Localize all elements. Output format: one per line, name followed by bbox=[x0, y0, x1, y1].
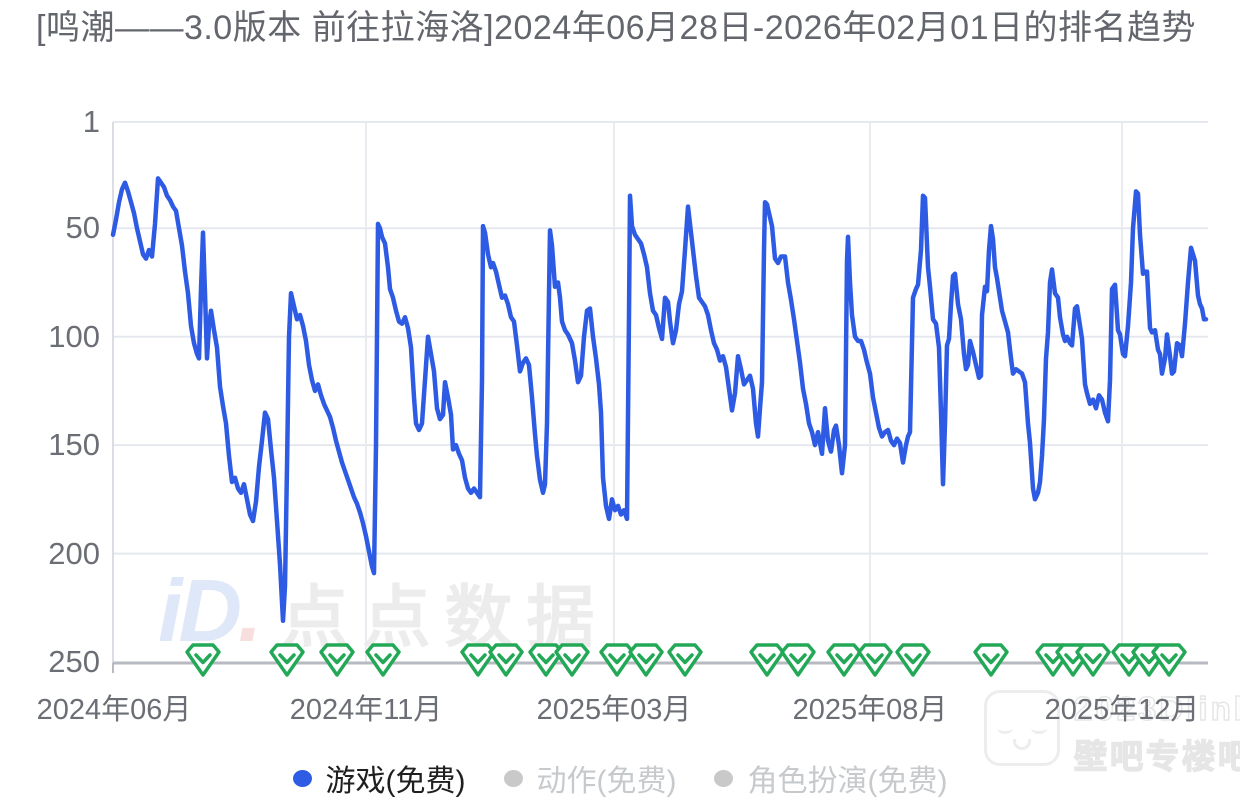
gem-check-icon bbox=[278, 653, 296, 665]
version-update-marker[interactable] bbox=[365, 643, 401, 677]
tieba-avatar-icon bbox=[984, 690, 1060, 766]
version-update-marker[interactable] bbox=[1075, 643, 1111, 677]
x-axis-tick-label: 2025年03月 bbox=[536, 694, 692, 726]
rank-line-series bbox=[110, 176, 1209, 624]
gem-check-icon bbox=[676, 653, 694, 665]
legend-dot-icon bbox=[714, 769, 734, 787]
x-axis-tick-label: 2025年12月 bbox=[1044, 694, 1200, 726]
gem-check-icon bbox=[1120, 653, 1138, 665]
version-update-marker[interactable] bbox=[554, 643, 590, 677]
gem-check-icon bbox=[469, 653, 487, 665]
version-update-marker[interactable] bbox=[319, 643, 355, 677]
gem-check-icon bbox=[328, 653, 346, 665]
y-axis-tick-label: 200 bbox=[48, 535, 100, 571]
legend-item-action-free[interactable]: 动作(免费) bbox=[503, 756, 677, 800]
y-axis-tick-label: 1 bbox=[82, 104, 100, 139]
version-update-marker[interactable] bbox=[628, 643, 664, 677]
y-axis-tick-label: 150 bbox=[48, 427, 100, 463]
y-axis-tick-label: 50 bbox=[65, 210, 100, 246]
gem-check-icon bbox=[1160, 653, 1178, 665]
version-update-marker[interactable] bbox=[460, 643, 496, 677]
version-update-marker[interactable] bbox=[269, 643, 305, 677]
legend-item-label: 游戏(免费) bbox=[325, 765, 466, 798]
x-axis-tick-label: 2024年11月 bbox=[289, 694, 443, 726]
version-update-marker[interactable] bbox=[857, 643, 893, 677]
x-axis-tick-label: 2025年08月 bbox=[792, 694, 948, 726]
gem-check-icon bbox=[194, 653, 212, 665]
legend-dot-icon bbox=[503, 769, 523, 787]
version-update-marker[interactable] bbox=[599, 643, 635, 677]
gem-check-icon bbox=[497, 653, 515, 665]
legend-item-game-free[interactable]: 游戏(免费) bbox=[292, 756, 466, 800]
version-update-marker[interactable] bbox=[488, 643, 524, 677]
gem-check-icon bbox=[637, 653, 655, 665]
legend-item-label: 角色扮演(免费) bbox=[747, 765, 948, 798]
version-update-marker[interactable] bbox=[895, 643, 931, 677]
gem-check-icon bbox=[758, 653, 776, 665]
version-update-marker[interactable] bbox=[780, 643, 816, 677]
gem-check-icon bbox=[1084, 653, 1102, 665]
legend-item-rpg-free[interactable]: 角色扮演(免费) bbox=[714, 756, 947, 800]
legend-dot-icon bbox=[292, 769, 312, 787]
gem-check-icon bbox=[608, 653, 626, 665]
version-update-marker[interactable] bbox=[973, 643, 1009, 677]
version-update-marker[interactable] bbox=[749, 643, 785, 677]
gem-check-icon bbox=[1140, 653, 1158, 665]
gem-check-icon bbox=[866, 653, 884, 665]
gem-check-icon bbox=[537, 653, 555, 665]
gem-check-icon bbox=[835, 653, 853, 665]
gem-check-icon bbox=[904, 653, 922, 665]
diandian-watermark-text: 点点数据 bbox=[280, 579, 609, 656]
tieba-watermark: 2023Dlink 壁吧专楼吧 bbox=[984, 689, 1240, 778]
version-update-marker[interactable] bbox=[667, 643, 703, 677]
version-update-marker[interactable] bbox=[185, 643, 221, 677]
gem-check-icon bbox=[1064, 653, 1082, 665]
version-update-marker[interactable] bbox=[528, 643, 564, 677]
diandian-watermark: iD. 点点数据 bbox=[158, 560, 608, 662]
tieba-watermark-line1: 2023Dlink bbox=[1073, 689, 1240, 728]
legend-item-label: 动作(免费) bbox=[536, 765, 677, 798]
chart-legend: 游戏(免费) 动作(免费) 角色扮演(免费) bbox=[0, 756, 1240, 800]
tieba-watermark-line2: 壁吧专楼吧 bbox=[1073, 737, 1240, 776]
version-update-marker[interactable] bbox=[1151, 643, 1187, 677]
gem-check-icon bbox=[1044, 653, 1062, 665]
y-axis-tick-label: 100 bbox=[48, 318, 100, 354]
gem-check-icon bbox=[982, 653, 1000, 665]
x-axis-tick-label: 2024年06月 bbox=[36, 694, 192, 726]
gem-check-icon bbox=[374, 653, 392, 665]
gem-check-icon bbox=[789, 653, 807, 665]
gem-check-icon bbox=[563, 653, 581, 665]
page-title: [鸣潮——3.0版本 前往拉海洛]2024年06月28日-2026年02月01日… bbox=[36, 9, 1196, 47]
y-axis-tick-label: 250 bbox=[48, 644, 100, 679]
version-update-marker[interactable] bbox=[826, 643, 862, 677]
